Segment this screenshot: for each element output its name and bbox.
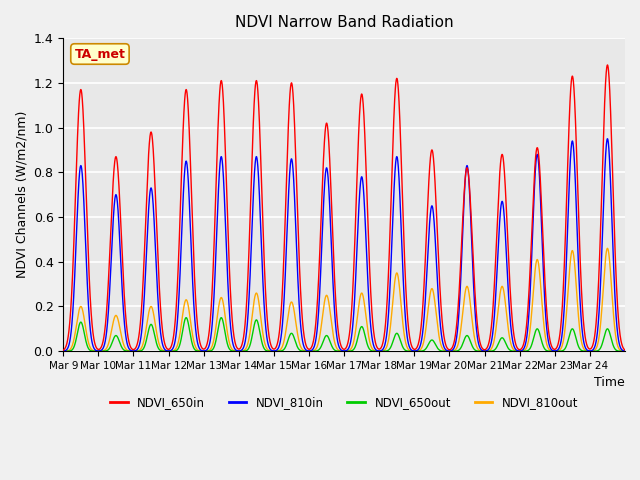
Legend: NDVI_650in, NDVI_810in, NDVI_650out, NDVI_810out: NDVI_650in, NDVI_810in, NDVI_650out, NDV… (105, 392, 583, 414)
Title: NDVI Narrow Band Radiation: NDVI Narrow Band Radiation (235, 15, 454, 30)
Y-axis label: NDVI Channels (W/m2/nm): NDVI Channels (W/m2/nm) (15, 111, 28, 278)
X-axis label: Time: Time (595, 376, 625, 389)
Text: TA_met: TA_met (74, 48, 125, 60)
